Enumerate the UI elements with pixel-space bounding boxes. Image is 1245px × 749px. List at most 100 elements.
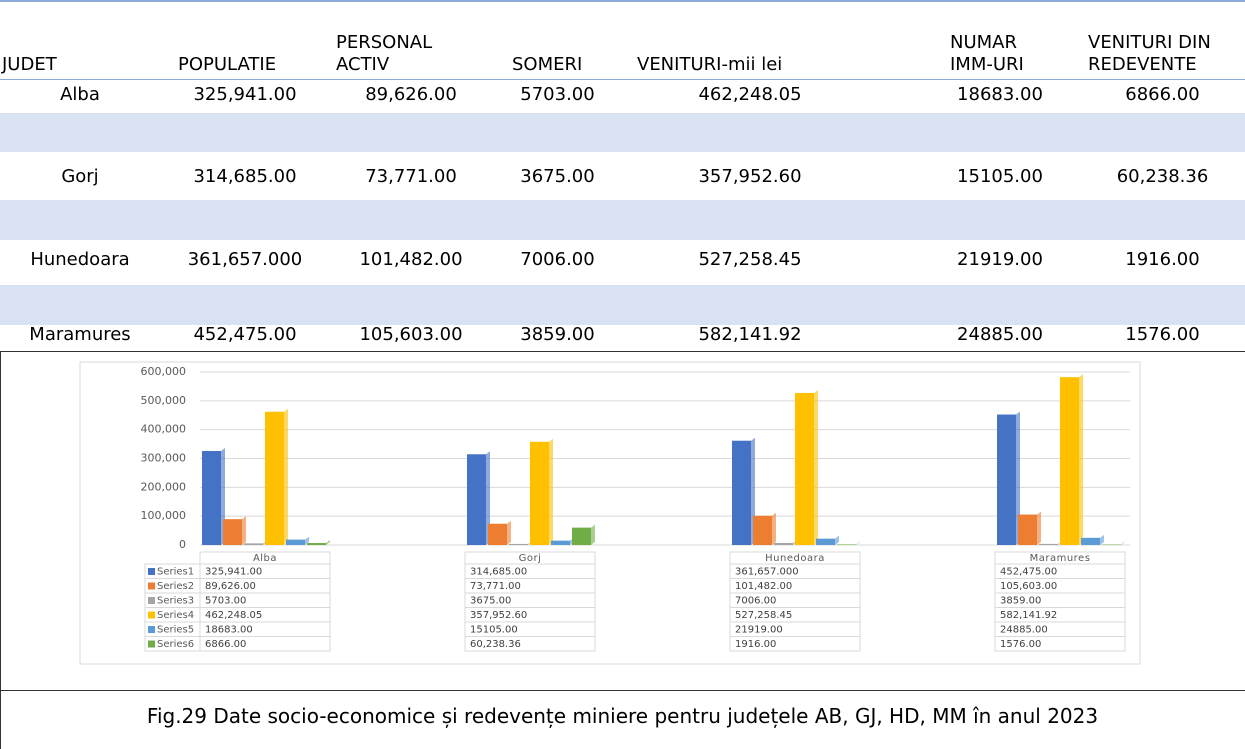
header-border bbox=[0, 79, 1245, 80]
data-label: 527,258.45 bbox=[735, 610, 792, 621]
bar-side bbox=[1100, 534, 1104, 545]
table-cell: 101,482.00 bbox=[359, 249, 463, 270]
bar bbox=[1039, 543, 1058, 545]
bar bbox=[509, 543, 528, 545]
legend-swatch bbox=[148, 640, 155, 648]
table-cell: 357,952.60 bbox=[698, 166, 802, 187]
bar bbox=[795, 392, 814, 545]
bar bbox=[244, 543, 263, 545]
bar-side bbox=[507, 520, 511, 545]
table-cell: 3675.00 bbox=[520, 166, 595, 187]
table-cell: 24885.00 bbox=[957, 324, 1043, 345]
shaded-row bbox=[0, 285, 1245, 325]
y-tick-label: 100,000 bbox=[141, 509, 187, 522]
bar-side bbox=[1037, 511, 1041, 545]
bar bbox=[753, 515, 772, 545]
bar-side bbox=[1016, 411, 1020, 545]
table: JUDET POPULATIE PERSONAL ACTIV SOMERI VENITU… bbox=[0, 0, 1245, 352]
table-cell: 73,771.00 bbox=[365, 166, 457, 187]
data-label: 18683.00 bbox=[205, 624, 253, 635]
table-cell-border bbox=[729, 551, 861, 652]
chart-frame bbox=[79, 361, 1141, 665]
column-header: POPULATIE bbox=[178, 54, 277, 75]
data-label: 6866.00 bbox=[205, 639, 246, 650]
table-cell: 7006.00 bbox=[520, 249, 595, 270]
legend-swatch bbox=[148, 626, 155, 633]
bar bbox=[265, 411, 284, 545]
bar bbox=[488, 523, 507, 545]
bar bbox=[572, 527, 591, 545]
data-label: 101,482.00 bbox=[735, 581, 792, 592]
table-bottom-border bbox=[0, 351, 1245, 352]
legend-label: Series1 bbox=[157, 566, 194, 577]
bar bbox=[997, 414, 1016, 545]
data-label: 357,952.60 bbox=[470, 610, 527, 621]
bar-side bbox=[242, 516, 246, 545]
x-tick-label: Gorj bbox=[519, 553, 542, 564]
table-cell: 325,941.00 bbox=[193, 84, 297, 105]
y-tick-label: 600,000 bbox=[141, 365, 187, 378]
legend-label: Series6 bbox=[157, 639, 194, 650]
table-cell: 462,248.05 bbox=[698, 84, 802, 105]
bar-side bbox=[772, 512, 776, 545]
legend-label: Series4 bbox=[157, 610, 194, 621]
bar-side bbox=[1121, 541, 1125, 545]
data-label: 452,475.00 bbox=[1000, 566, 1057, 577]
legend-label: Series2 bbox=[157, 581, 194, 592]
column-header: SOMERI bbox=[512, 54, 583, 75]
table-cell: 105,603.00 bbox=[359, 324, 463, 345]
bar-side bbox=[486, 451, 490, 545]
bar bbox=[307, 543, 326, 545]
data-label: 7006.00 bbox=[735, 595, 776, 606]
data-label: 1576.00 bbox=[1000, 639, 1041, 650]
figure-border bbox=[0, 352, 1, 749]
data-label: 24885.00 bbox=[1000, 624, 1048, 635]
data-label: 3859.00 bbox=[1000, 595, 1041, 606]
bar bbox=[1018, 514, 1037, 545]
data-label: 5703.00 bbox=[205, 595, 246, 606]
table-cell: Maramures bbox=[29, 324, 131, 345]
bar-side bbox=[814, 389, 818, 545]
table-cell: 3859.00 bbox=[520, 324, 595, 345]
table-cell: 361,657.000 bbox=[187, 249, 303, 270]
column-header: VENITURI-mii lei bbox=[637, 54, 783, 75]
table-cell: 18683.00 bbox=[957, 84, 1043, 105]
bar-side bbox=[856, 541, 860, 545]
data-label: 325,941.00 bbox=[205, 566, 262, 577]
table-cell: 314,685.00 bbox=[193, 166, 297, 187]
table-cell: 6866.00 bbox=[1125, 84, 1200, 105]
data-label: 1916.00 bbox=[735, 639, 776, 650]
shaded-row bbox=[0, 200, 1245, 240]
data-label: 73,771.00 bbox=[470, 581, 521, 592]
y-tick-label: 300,000 bbox=[141, 452, 187, 465]
chart: 0 100,000 200,000 300,000 400,000 500,000 600,… bbox=[79, 361, 1141, 665]
data-label: 462,248.05 bbox=[205, 610, 262, 621]
table-cell: Gorj bbox=[61, 166, 99, 187]
table-cell: Alba bbox=[60, 84, 100, 105]
bar bbox=[467, 454, 486, 545]
bar bbox=[551, 540, 570, 545]
data-label: 361,657.000 bbox=[735, 566, 799, 577]
top-border bbox=[0, 0, 1245, 2]
table-cell-border bbox=[464, 551, 596, 652]
column-header: NUMAR IMM-URI bbox=[950, 32, 1024, 75]
y-tick-label: 200,000 bbox=[141, 480, 187, 493]
bar-side bbox=[591, 524, 595, 545]
legend-label: Series5 bbox=[157, 624, 194, 635]
caption-border bbox=[0, 690, 1245, 691]
data-label: 15105.00 bbox=[470, 624, 518, 635]
caption: Fig.29 Date socio-economice și redevențe… bbox=[146, 704, 1099, 728]
shaded-row bbox=[0, 113, 1245, 152]
bar bbox=[816, 538, 835, 545]
table-cell: 1916.00 bbox=[1125, 249, 1200, 270]
data-label: 60,238.36 bbox=[470, 639, 521, 650]
table-cell: 21919.00 bbox=[957, 249, 1043, 270]
legend-cell bbox=[144, 636, 201, 652]
bar bbox=[223, 519, 242, 545]
bar bbox=[202, 451, 221, 545]
bar bbox=[530, 441, 549, 545]
legend-swatch bbox=[148, 611, 155, 619]
bar-side bbox=[326, 540, 330, 545]
table-cell: 60,238.36 bbox=[1116, 166, 1209, 187]
bar bbox=[1060, 377, 1079, 545]
